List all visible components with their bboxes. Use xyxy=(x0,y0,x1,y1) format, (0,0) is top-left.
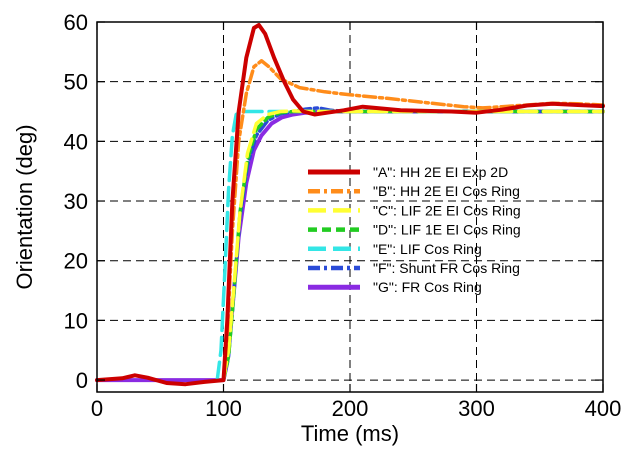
x-tick-label: 400 xyxy=(585,396,622,421)
x-tick-label: 100 xyxy=(205,396,242,421)
y-axis-title: Orientation (deg) xyxy=(12,124,37,289)
legend: "A": HH 2E EI Exp 2D "B": HH 2E EI Cos Ri… xyxy=(308,164,521,295)
y-tick-label: 10 xyxy=(64,308,88,333)
legend-label: "G": FR Cos Ring xyxy=(373,279,482,295)
y-tick-label: 60 xyxy=(64,10,88,35)
y-tick-label: 0 xyxy=(76,368,88,393)
x-axis-title: Time (ms) xyxy=(301,421,399,446)
grid-lines xyxy=(97,21,603,392)
legend-label: "D": LIF 1E EI Cos Ring xyxy=(373,222,521,238)
y-tick-label: 20 xyxy=(64,249,88,274)
legend-label: "E": LIF Cos Ring xyxy=(373,241,482,257)
y-tick-label: 40 xyxy=(64,129,88,154)
legend-label: "A": HH 2E EI Exp 2D xyxy=(373,164,508,180)
x-tick-label: 200 xyxy=(332,396,369,421)
series-line-a xyxy=(95,23,605,387)
legend-label: "B": HH 2E EI Cos Ring xyxy=(373,183,520,199)
axis-ticks: 0 100 200 300 400 0 10 20 30 40 50 60 xyxy=(64,10,622,421)
legend-label: "C": LIF 2E EI Cos Ring xyxy=(373,202,521,218)
x-tick-label: 0 xyxy=(91,396,103,421)
y-tick-label: 30 xyxy=(64,189,88,214)
legend-label: "F": Shunt FR Cos Ring xyxy=(373,260,520,276)
y-tick-label: 50 xyxy=(64,70,88,95)
series-lines xyxy=(95,23,605,387)
x-tick-label: 300 xyxy=(458,396,495,421)
